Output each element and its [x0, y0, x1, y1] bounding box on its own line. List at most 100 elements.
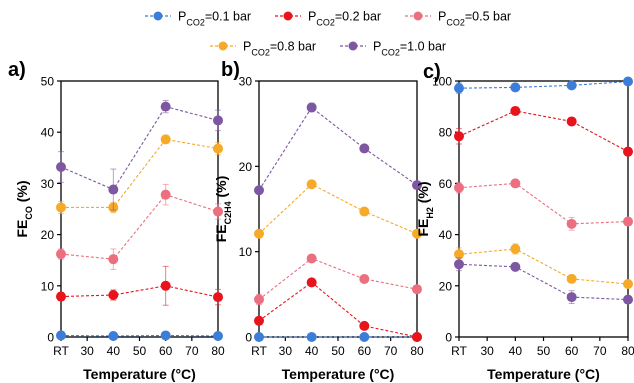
legend-marker	[283, 11, 293, 21]
x-tick-label: RT	[53, 344, 69, 358]
data-point	[566, 80, 577, 91]
data-point	[213, 206, 223, 217]
legend-label-p: P	[243, 40, 251, 54]
legend: PCO2=0.1 bar PCO2=0.2 bar PCO2=0.5 barPCO2…	[145, 10, 511, 58]
series-2	[56, 265, 223, 306]
data-point	[566, 273, 577, 284]
legend-label-sub: CO2	[446, 18, 465, 28]
x-tick-label: 50	[537, 344, 551, 358]
x-tick-label: 30	[480, 344, 494, 358]
data-point	[623, 216, 633, 227]
data-point	[254, 294, 264, 305]
data-point	[454, 259, 464, 270]
data-point	[254, 332, 264, 342]
data-point	[566, 292, 577, 303]
series-3	[454, 178, 633, 231]
y-tick-label: 0	[445, 331, 452, 345]
legend-label-value: =0.5 bar	[465, 10, 511, 24]
chart-panel-2: 0 10 20 30 RT 30 40 50 60 70 80 Temperature (°C) FEC…	[213, 59, 424, 382]
legend-label-sub: CO2	[186, 18, 205, 28]
data-point	[108, 290, 119, 301]
data-point	[213, 292, 223, 303]
y-axis-label-sub: CO	[24, 206, 34, 220]
data-point	[108, 184, 119, 195]
legend-entry: PCO2=0.5 bar	[405, 10, 511, 28]
panel-letter: b)	[221, 59, 240, 81]
y-tick-label: 40	[439, 228, 453, 242]
data-point	[623, 76, 633, 87]
data-point	[623, 146, 633, 157]
y-axis-label-main: FE	[415, 219, 431, 237]
series-3	[56, 183, 223, 270]
x-tick-label: 60	[358, 344, 372, 358]
y-tick-label: 30	[41, 177, 55, 191]
x-tick-label: 50	[331, 344, 345, 358]
data-point	[623, 294, 633, 305]
data-point	[306, 179, 317, 190]
data-point	[510, 105, 521, 116]
series-2	[254, 277, 422, 342]
data-point	[56, 162, 66, 173]
data-point	[56, 291, 66, 302]
x-tick-label: 30	[279, 344, 293, 358]
y-tick-label: 20	[439, 279, 453, 293]
data-point	[160, 189, 171, 200]
x-tick-label: RT	[451, 344, 467, 358]
y-axis-label-unit: (%)	[415, 181, 431, 207]
legend-label: PCO2=0.5 bar	[438, 10, 511, 28]
legend-entry: PCO2=0.2 bar	[275, 10, 381, 28]
data-point	[454, 249, 464, 260]
legend-label-p: P	[373, 40, 381, 54]
x-tick-label: 70	[384, 344, 398, 358]
data-point	[359, 206, 370, 217]
data-point	[359, 332, 370, 342]
y-axis-label: FECO (%)	[14, 180, 34, 237]
y-tick-label: 20	[41, 228, 55, 242]
data-point	[213, 115, 223, 126]
data-point	[306, 253, 317, 264]
y-tick-label: 40	[41, 126, 55, 140]
x-tick-label: 60	[159, 344, 173, 358]
series-line	[458, 80, 629, 89]
series-line	[258, 183, 418, 235]
data-point	[306, 332, 317, 342]
x-axis-label: Temperature (°C)	[487, 366, 600, 382]
x-tick-label: 40	[305, 344, 319, 358]
x-tick-label: 80	[410, 344, 424, 358]
y-axis-label-main: FE	[14, 220, 30, 238]
series-4	[56, 134, 223, 215]
data-point	[566, 218, 577, 229]
y-tick-label: 50	[41, 75, 55, 89]
legend-label-p: P	[438, 10, 446, 24]
series-5	[454, 257, 633, 305]
legend-marker	[413, 11, 423, 21]
series-line	[60, 334, 219, 337]
y-tick-label: 80	[439, 126, 453, 140]
y-axis-label-unit: (%)	[213, 176, 229, 202]
data-point	[454, 83, 464, 94]
data-point	[359, 273, 370, 284]
legend-label-p: P	[308, 10, 316, 24]
series-line	[60, 194, 219, 260]
data-point	[254, 228, 264, 239]
x-tick-label: 40	[509, 344, 523, 358]
legend-label-sub: CO2	[381, 48, 400, 58]
y-tick-label: 0	[47, 331, 54, 345]
series-line	[60, 105, 219, 191]
data-point	[359, 320, 370, 331]
series-line	[458, 248, 629, 285]
data-point	[306, 102, 317, 113]
chart-panel-1: 0 10 20 30 40 50 RT 30 40 50 60 70 80 Temperature (°C…	[8, 59, 225, 382]
y-axis-label: FEH2 (%)	[415, 181, 435, 236]
data-point	[454, 131, 464, 142]
y-tick-label: 60	[439, 177, 453, 191]
data-point	[56, 202, 66, 213]
series-line	[258, 281, 418, 338]
y-axis-label-sub: C2H4	[223, 201, 233, 224]
legend-label-value: =0.8 bar	[270, 40, 316, 54]
series-4	[254, 179, 422, 239]
legend-label-sub: CO2	[251, 48, 270, 58]
series-line	[258, 106, 418, 191]
legend-label: PCO2=0.2 bar	[308, 10, 381, 28]
